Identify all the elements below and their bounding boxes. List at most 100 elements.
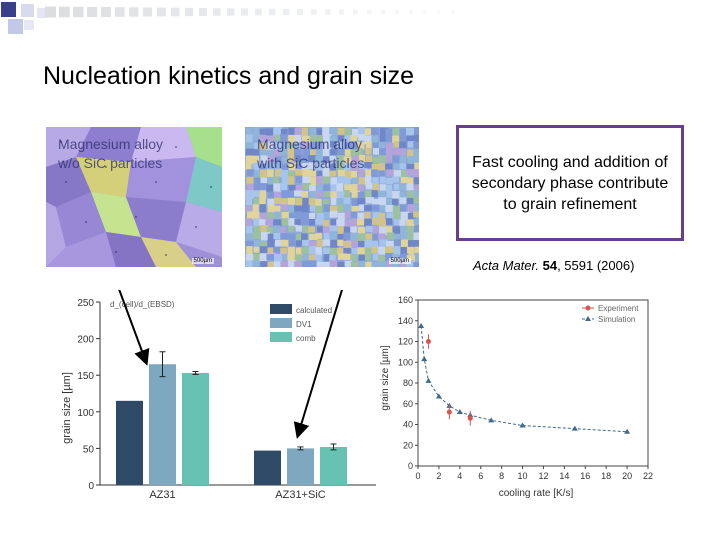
grain <box>267 233 276 243</box>
grain <box>364 128 373 136</box>
grain <box>280 183 288 192</box>
grain <box>386 226 394 234</box>
grain <box>350 141 357 150</box>
grain <box>406 190 416 200</box>
grain <box>309 254 318 263</box>
simulation-point <box>488 417 495 423</box>
grain <box>330 218 339 227</box>
grain <box>329 211 338 218</box>
grain <box>378 219 387 227</box>
grain <box>308 246 317 254</box>
grain <box>413 149 419 158</box>
grain <box>302 197 309 206</box>
grain <box>245 134 253 143</box>
grain <box>287 225 295 232</box>
grain <box>399 197 407 204</box>
grain <box>245 198 252 206</box>
grain <box>400 246 408 256</box>
grain <box>329 260 338 267</box>
deco-square <box>185 7 194 17</box>
grain <box>344 211 351 219</box>
grain <box>350 232 359 242</box>
grain <box>357 233 366 242</box>
grain <box>287 246 295 255</box>
grain <box>392 128 401 137</box>
grain <box>245 240 254 248</box>
deco-square <box>367 9 372 15</box>
grain <box>274 205 281 215</box>
grain <box>357 184 365 191</box>
grain <box>308 226 315 233</box>
grain <box>365 261 374 267</box>
grain <box>273 233 281 240</box>
grain <box>379 127 389 136</box>
grain <box>329 170 337 177</box>
grain <box>260 225 269 233</box>
grain <box>407 240 415 249</box>
grain <box>343 232 352 240</box>
reference-pages: , 5591 (2006) <box>557 258 635 273</box>
grain <box>351 170 358 179</box>
grain <box>267 198 275 208</box>
grain <box>309 184 316 193</box>
grain <box>378 155 387 164</box>
grain <box>386 212 394 221</box>
grain <box>274 169 283 177</box>
grain <box>393 170 403 177</box>
grain <box>358 240 365 248</box>
grain <box>413 134 419 143</box>
grain <box>316 184 323 194</box>
grain <box>378 254 386 262</box>
y-tick-label: 160 <box>398 295 413 305</box>
grain <box>294 218 301 225</box>
bar <box>182 373 209 485</box>
grain <box>252 162 261 172</box>
grain <box>413 261 419 267</box>
grain <box>379 135 387 142</box>
grain <box>302 169 311 177</box>
grain <box>301 135 311 144</box>
grain <box>267 261 275 267</box>
grain <box>365 155 373 164</box>
grain <box>337 261 347 267</box>
y-tick-label: 140 <box>398 316 413 326</box>
grain <box>280 169 289 178</box>
grain <box>399 163 406 170</box>
grain <box>281 190 291 199</box>
grain <box>259 128 268 135</box>
grain <box>266 212 276 219</box>
grain <box>406 128 415 137</box>
grain <box>273 191 281 198</box>
grain <box>274 239 284 247</box>
deco-square <box>381 9 386 15</box>
grain <box>358 155 366 163</box>
grain <box>351 247 359 257</box>
bar <box>320 446 347 485</box>
grain <box>364 176 372 185</box>
grain <box>385 156 394 163</box>
grain <box>281 163 290 172</box>
grain <box>259 197 266 205</box>
grain <box>372 142 381 152</box>
grain <box>308 240 318 248</box>
grain <box>274 156 283 165</box>
grain <box>316 226 326 234</box>
grain <box>378 190 386 200</box>
grain <box>260 232 270 241</box>
grain <box>267 204 276 213</box>
grain <box>315 232 322 239</box>
grain <box>371 190 378 198</box>
y-tick-label: 120 <box>398 337 413 347</box>
grain <box>295 184 304 193</box>
x-tick-label: 16 <box>580 471 590 481</box>
grain <box>259 253 268 262</box>
grain <box>386 232 395 240</box>
grain <box>343 177 351 187</box>
x-tick-label: 12 <box>538 471 548 481</box>
grain <box>407 156 416 165</box>
grain <box>399 219 406 227</box>
grain <box>364 135 372 145</box>
deco-square <box>409 10 413 14</box>
grain <box>253 239 260 248</box>
grain <box>281 239 290 247</box>
